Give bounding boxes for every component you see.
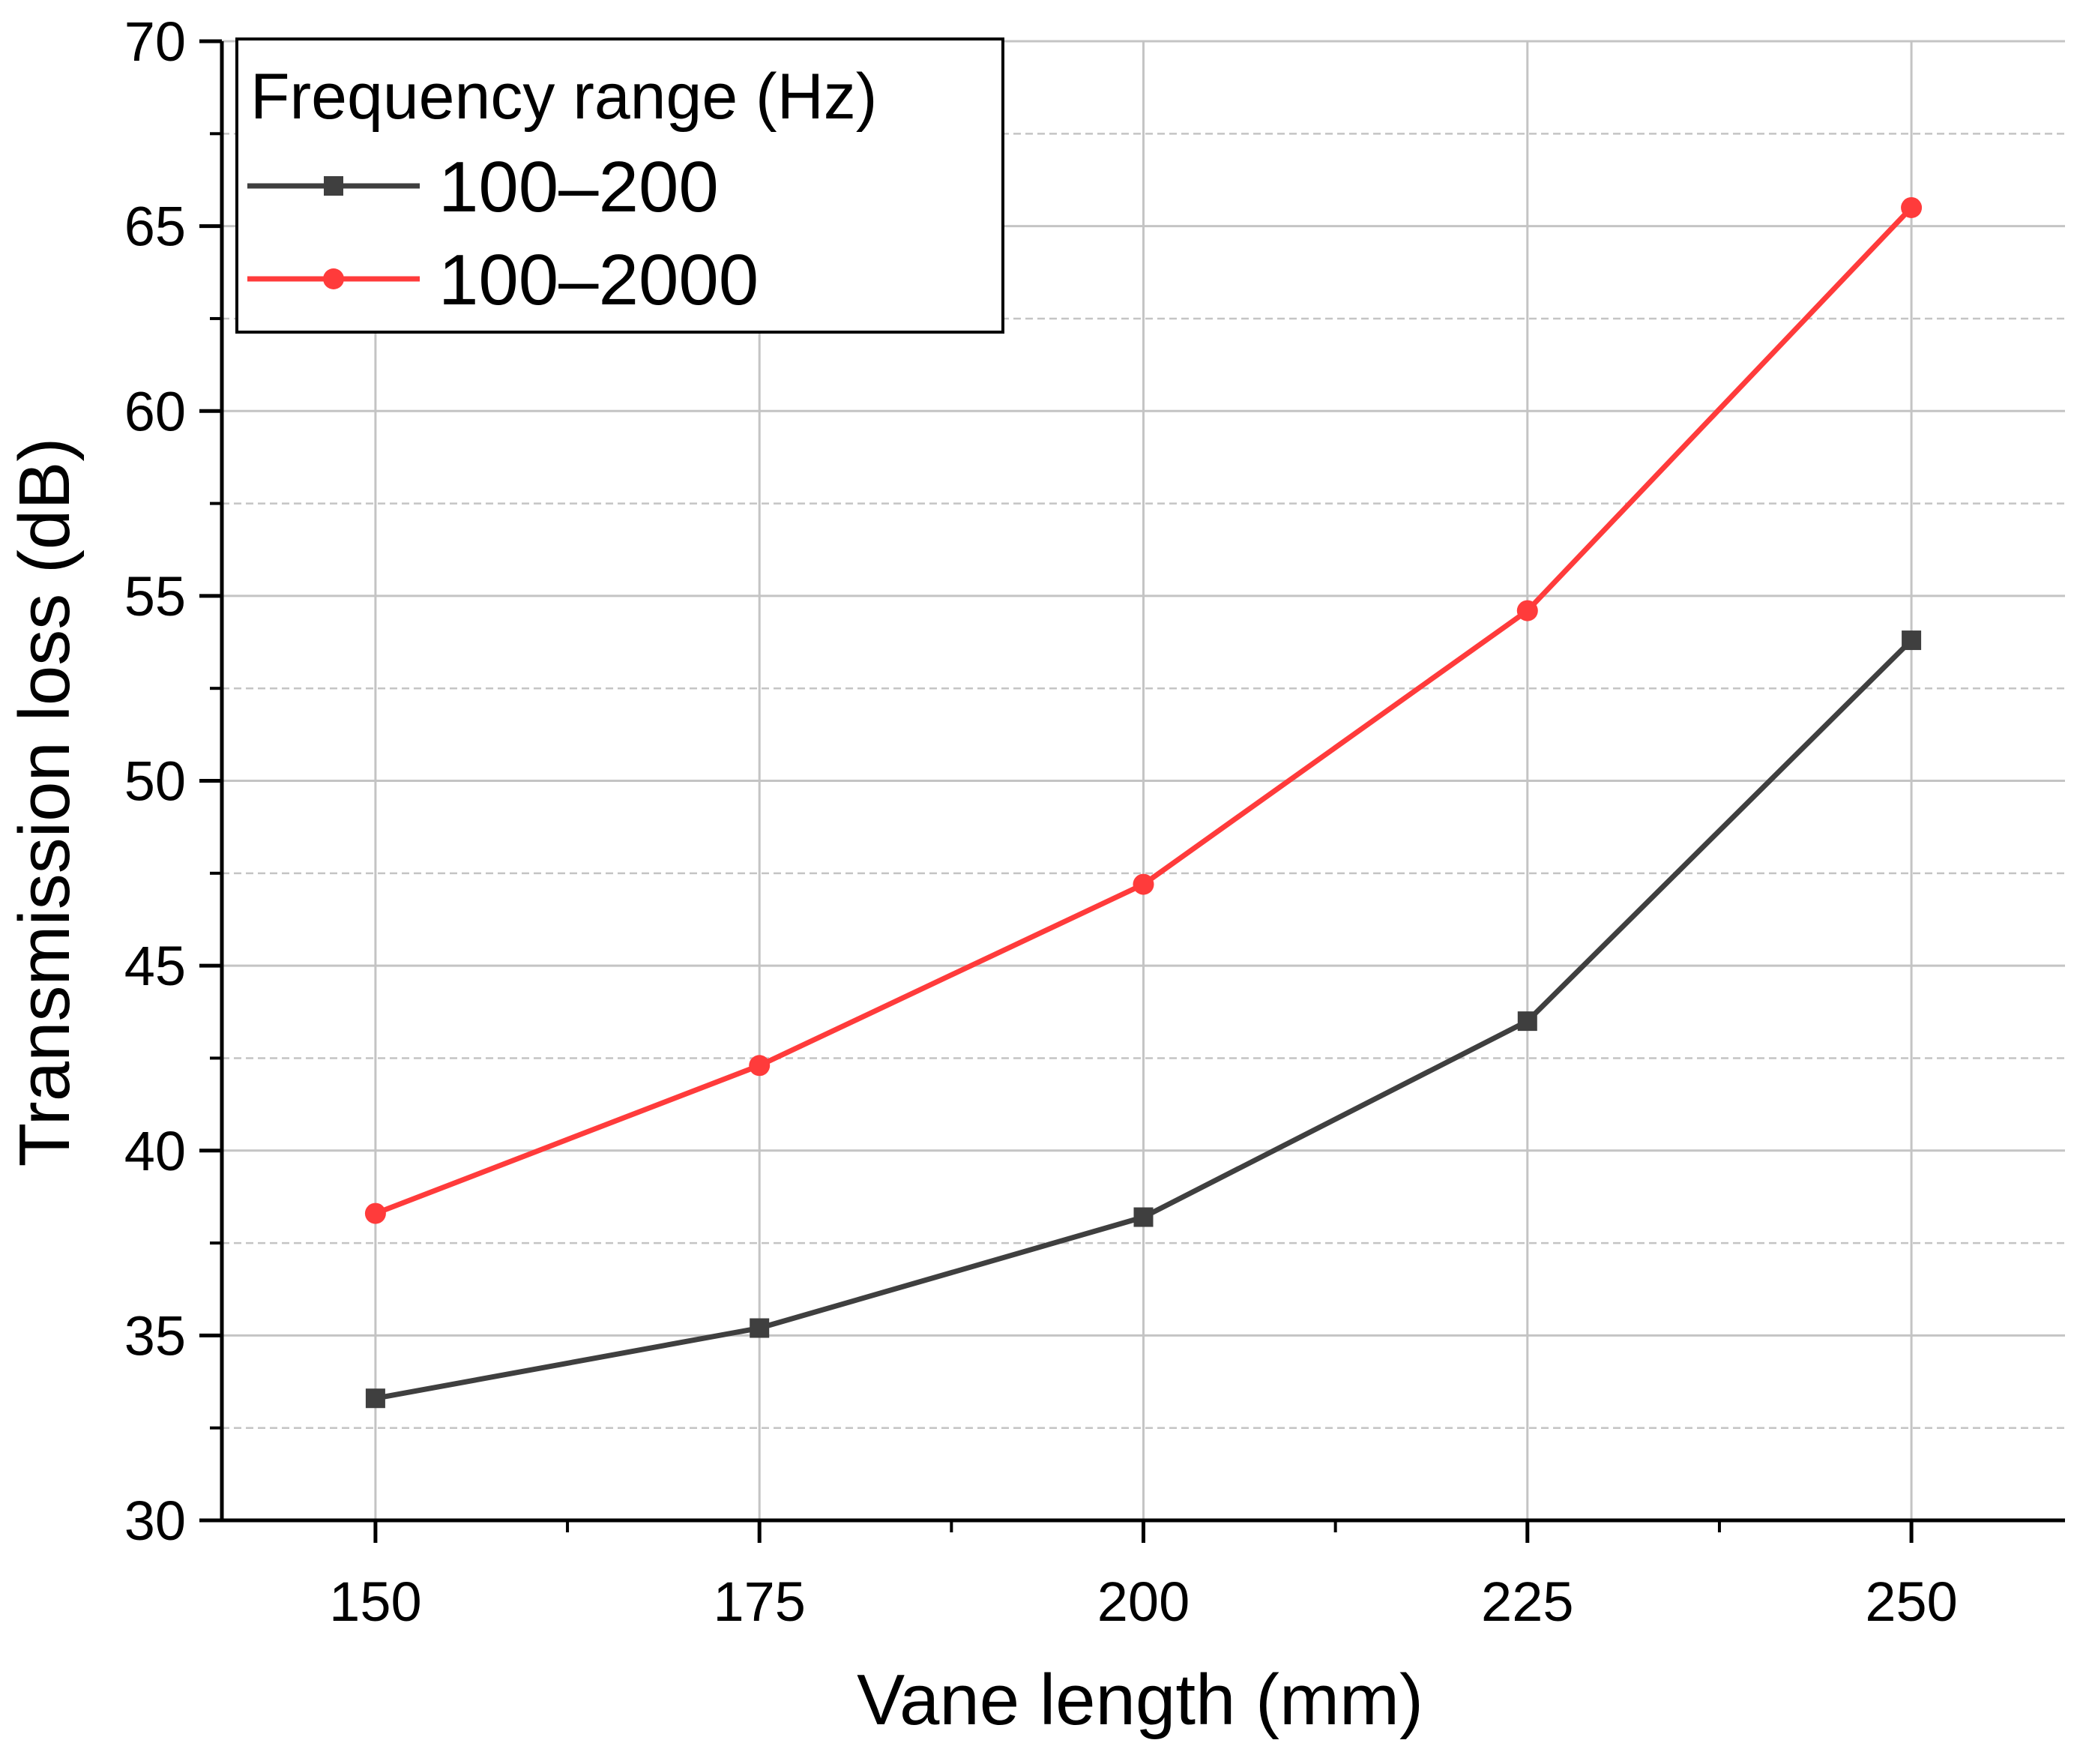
x-axis-title: Vane length (mm) bbox=[857, 1660, 1423, 1740]
series-1-point-2 bbox=[1133, 1207, 1154, 1227]
y-tick-label-5: 55 bbox=[124, 565, 186, 627]
series-1-point-1 bbox=[750, 1318, 770, 1338]
y-tick-label-7: 65 bbox=[124, 196, 186, 258]
series-1-point-0 bbox=[365, 1388, 385, 1409]
series-2-point-3 bbox=[1516, 600, 1538, 621]
legend-label-2: 100–2000 bbox=[438, 240, 759, 320]
series-2-point-4 bbox=[1901, 196, 1923, 218]
y-tick-label-8: 70 bbox=[124, 10, 186, 73]
series-1-point-4 bbox=[1902, 630, 1922, 651]
axes: 30 35 40 45 50 55 60 65 70 150 175 200 225 250 bbox=[124, 10, 2065, 1633]
y-tick-label-1: 35 bbox=[124, 1304, 186, 1367]
y-tick-label-3: 45 bbox=[124, 935, 186, 997]
x-tick-label-2: 200 bbox=[1097, 1571, 1190, 1633]
legend-square-marker bbox=[324, 176, 343, 196]
y-tick-label-2: 40 bbox=[124, 1120, 186, 1182]
legend: Frequency range (Hz) 100–200 100–2000 bbox=[235, 37, 1004, 334]
y-tick-label-6: 60 bbox=[124, 380, 186, 442]
legend-entry-1: 100–200 bbox=[247, 147, 719, 227]
y-axis-title: Transmission loss (dB) bbox=[4, 438, 85, 1167]
legend-title: Frequency range (Hz) bbox=[250, 61, 877, 133]
legend-circle-marker bbox=[323, 268, 344, 289]
series-2-point-1 bbox=[749, 1055, 771, 1077]
y-tick-label-4: 50 bbox=[124, 750, 186, 813]
x-tick-label-4: 250 bbox=[1865, 1571, 1957, 1633]
y-tick-label-0: 30 bbox=[124, 1490, 186, 1552]
series-1-point-3 bbox=[1517, 1011, 1537, 1032]
x-tick-label-3: 225 bbox=[1481, 1571, 1573, 1633]
series-2-point-0 bbox=[364, 1202, 386, 1224]
x-tick-label-0: 150 bbox=[329, 1571, 421, 1633]
legend-entry-2: 100–2000 bbox=[247, 240, 759, 320]
x-tick-label-1: 175 bbox=[713, 1571, 805, 1633]
legend-label-1: 100–200 bbox=[438, 147, 719, 227]
series-2-point-2 bbox=[1133, 873, 1154, 895]
data-series bbox=[364, 196, 1923, 1409]
